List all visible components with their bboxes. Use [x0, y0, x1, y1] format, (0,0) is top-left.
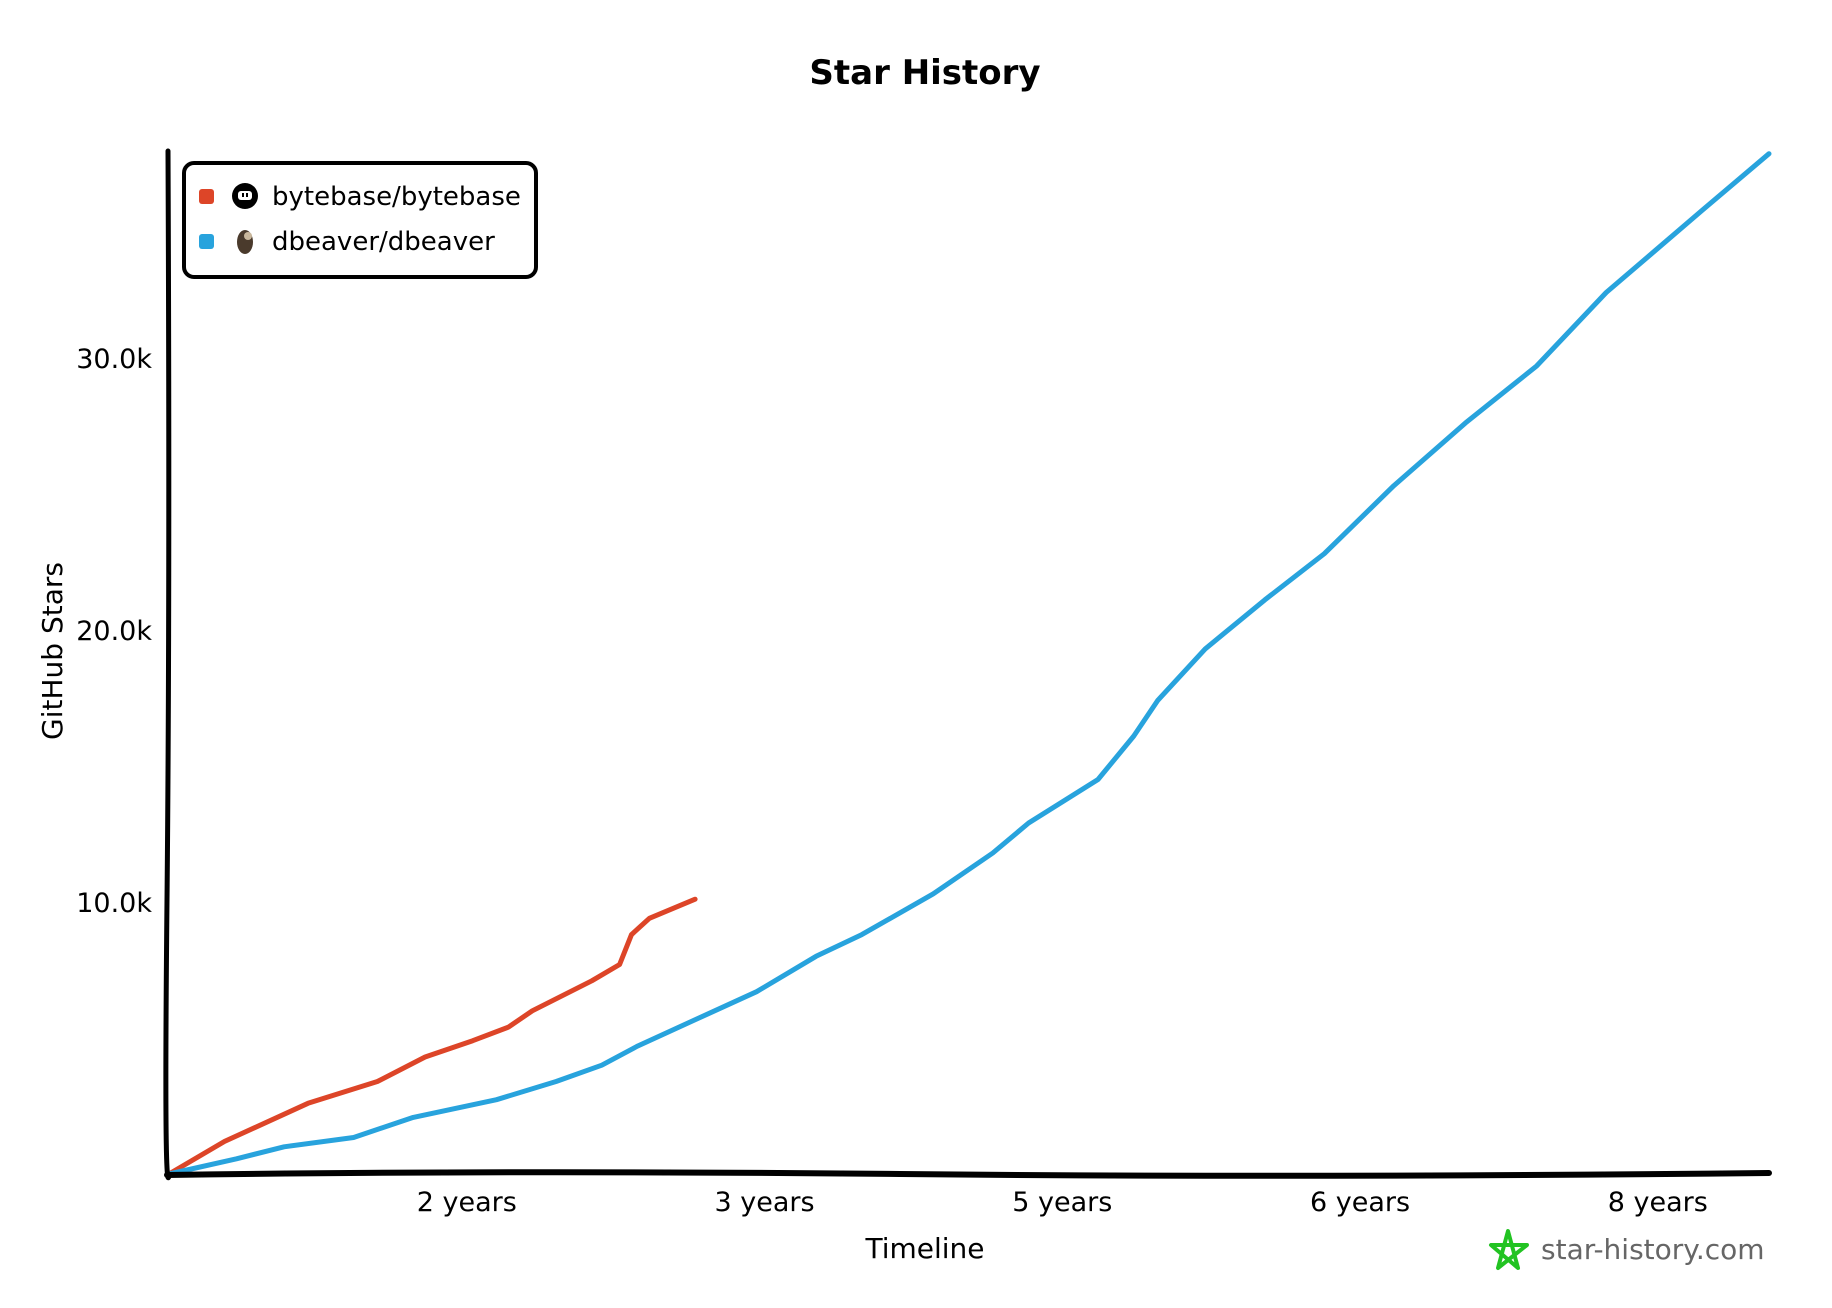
github-icon — [232, 183, 258, 209]
y-axis-label: GitHub Stars — [36, 562, 69, 740]
series-line-dbeaver — [166, 151, 1772, 1177]
watermark-text: star-history.com — [1541, 1233, 1765, 1266]
y-tick-label: 10.0k — [76, 888, 152, 919]
x-tick-label: 5 years — [1012, 1187, 1112, 1218]
series-line-bytebase — [166, 896, 698, 1177]
star-icon — [1489, 1229, 1529, 1270]
y-axis — [163, 148, 172, 1181]
y-tick-label: 30.0k — [76, 344, 152, 375]
x-tick-label: 3 years — [714, 1187, 814, 1218]
y-tick-label: 20.0k — [76, 616, 152, 647]
legend: bytebase/bytebase dbeaver/dbeaver — [182, 161, 538, 279]
x-tick-label: 8 years — [1608, 1187, 1708, 1218]
x-tick-label: 2 years — [417, 1187, 517, 1218]
legend-box — [182, 161, 538, 279]
watermark[interactable]: star-history.com — [1489, 1229, 1765, 1270]
legend-label-bytebase: bytebase/bytebase — [272, 182, 521, 212]
y-tick-labels: 10.0k 20.0k 30.0k — [76, 344, 152, 919]
x-tick-labels: 2 years 3 years 5 years 6 years 8 years — [417, 1187, 1708, 1218]
x-axis-label: Timeline — [864, 1232, 984, 1265]
chart-title: Star History — [809, 53, 1040, 93]
legend-label-dbeaver: dbeaver/dbeaver — [272, 227, 495, 257]
legend-swatch-dbeaver — [199, 234, 214, 249]
x-tick-label: 6 years — [1310, 1187, 1410, 1218]
x-axis — [164, 1169, 1772, 1179]
legend-swatch-bytebase — [199, 189, 214, 204]
series-layer — [166, 151, 1772, 1177]
beaver-icon — [237, 230, 253, 254]
